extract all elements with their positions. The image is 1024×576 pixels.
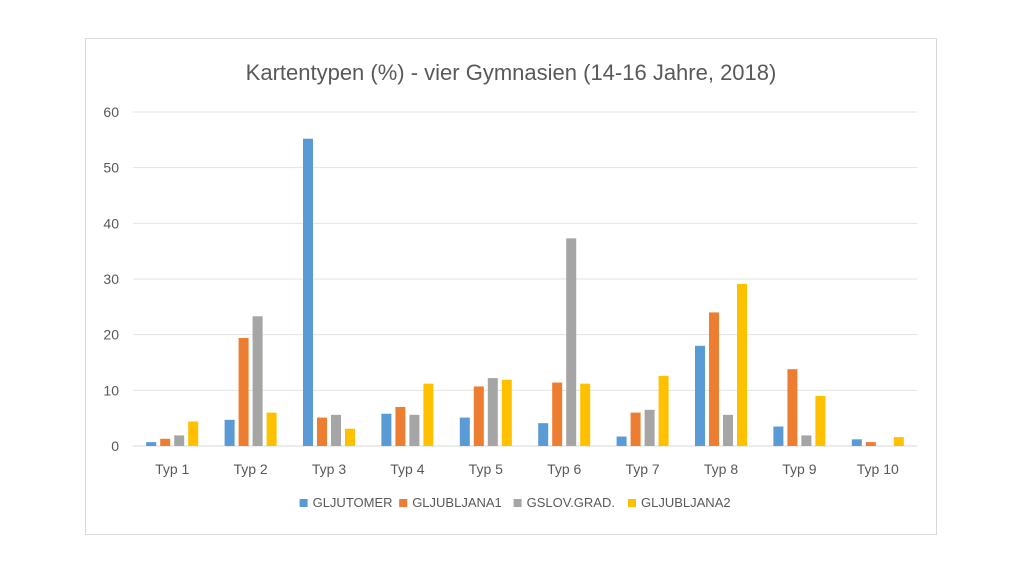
- y-tick-label: 60: [103, 104, 119, 120]
- bar: [630, 412, 641, 446]
- bar: [345, 428, 355, 446]
- y-tick-label: 50: [103, 160, 119, 176]
- bar: [252, 316, 263, 446]
- bars: [146, 138, 904, 446]
- bar: [851, 439, 862, 446]
- bar: [146, 442, 157, 446]
- y-tick-label: 10: [103, 382, 119, 398]
- bar: [580, 383, 591, 446]
- bar: [616, 436, 627, 446]
- bar: [266, 412, 277, 446]
- legend-swatch: [513, 499, 522, 507]
- x-tick-label: Typ 6: [547, 461, 581, 477]
- y-axis-tick-labels: 0 10 20 30 40 50 60: [103, 104, 119, 454]
- bar: [487, 378, 498, 446]
- y-tick-label: 30: [103, 271, 119, 287]
- legend-item: GLJUBLJANA1: [399, 495, 502, 510]
- bar: [893, 437, 904, 446]
- bar: [317, 417, 327, 446]
- legend-item: GLJUTOMER: [299, 495, 393, 510]
- legend-label: GSLOV.GRAD.: [527, 495, 615, 510]
- bar: [459, 417, 470, 446]
- bar: [644, 409, 655, 446]
- bar: [331, 414, 341, 446]
- bar: [238, 338, 249, 446]
- bar: [395, 407, 406, 446]
- legend-label: GLJUBLJANA1: [412, 495, 502, 510]
- bar: [381, 413, 392, 446]
- x-axis-tick-labels: Typ 1 Typ 2 Typ 3 Typ 4 Typ 5 Typ 6 Typ 7 Typ 8…: [155, 461, 899, 477]
- bar: [865, 442, 876, 446]
- x-tick-label: Typ 3: [312, 461, 346, 477]
- x-tick-label: Typ 4: [390, 461, 424, 477]
- chart-frame: [85, 38, 937, 535]
- bar: [709, 312, 719, 446]
- bar: [566, 238, 577, 446]
- bar: [423, 383, 434, 446]
- bar: [658, 375, 669, 446]
- legend-swatch: [299, 499, 308, 507]
- bar: [538, 423, 549, 446]
- x-tick-label: Typ 8: [704, 461, 738, 477]
- legend-label: GLJUTOMER: [313, 495, 393, 510]
- legend-label: GLJUBLJANA2: [641, 495, 731, 510]
- x-tick-label: Typ 7: [625, 461, 659, 477]
- bar: [773, 426, 784, 446]
- bar: [188, 421, 199, 446]
- x-tick-label: Typ 2: [233, 461, 267, 477]
- y-tick-label: 20: [103, 327, 119, 343]
- legend-item: GLJUBLJANA2: [628, 495, 731, 510]
- y-tick-label: 0: [111, 438, 119, 454]
- bar: [409, 414, 420, 446]
- legend-swatch: [628, 499, 636, 507]
- bar: [787, 369, 798, 446]
- bar: [160, 438, 171, 446]
- bar: [501, 379, 512, 446]
- x-tick-label: Typ 10: [857, 461, 899, 477]
- bar: [695, 345, 705, 446]
- chart-title: Kartentypen (%) - vier Gymnasien (14-16 …: [246, 60, 777, 85]
- bar: [801, 435, 812, 446]
- bar: [224, 419, 235, 446]
- bar: [723, 414, 733, 446]
- x-tick-label: Typ 1: [155, 461, 189, 477]
- bar: [473, 386, 484, 446]
- bar: [174, 435, 185, 446]
- legend-swatch: [399, 499, 408, 507]
- x-tick-label: Typ 5: [469, 461, 503, 477]
- grid-lines: [133, 111, 917, 447]
- legend-item: GSLOV.GRAD.: [513, 495, 615, 510]
- legend: GLJUTOMER GLJUBLJANA1 GSLOV.GRAD. GLJUBLJAN…: [299, 495, 731, 510]
- bar: [303, 138, 313, 446]
- bar: [552, 382, 563, 446]
- y-tick-label: 40: [103, 215, 119, 231]
- x-tick-label: Typ 9: [782, 461, 816, 477]
- bar: [815, 395, 826, 446]
- bar: [737, 284, 747, 446]
